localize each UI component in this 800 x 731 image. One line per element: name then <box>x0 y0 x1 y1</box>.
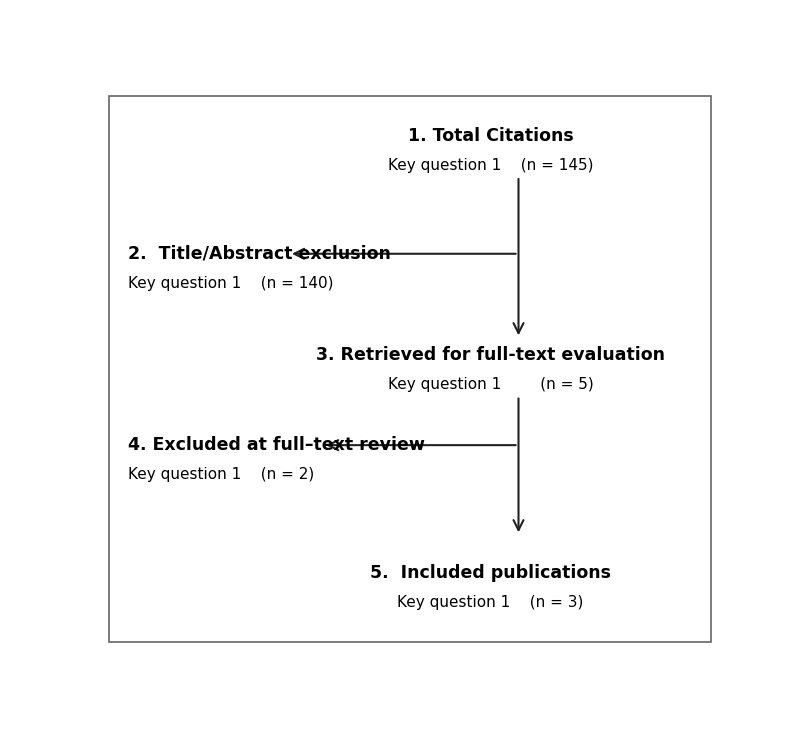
Text: Key question 1    (n = 2): Key question 1 (n = 2) <box>128 468 314 482</box>
Text: 3. Retrieved for full-text evaluation: 3. Retrieved for full-text evaluation <box>316 346 665 364</box>
Text: 2.  Title/Abstract exclusion: 2. Title/Abstract exclusion <box>128 245 390 262</box>
Text: Key question 1        (n = 5): Key question 1 (n = 5) <box>388 377 594 392</box>
Text: 1. Total Citations: 1. Total Citations <box>408 126 574 145</box>
Text: 4. Excluded at full–text review: 4. Excluded at full–text review <box>128 436 425 454</box>
Text: Key question 1    (n = 3): Key question 1 (n = 3) <box>398 595 584 610</box>
Text: Key question 1    (n = 145): Key question 1 (n = 145) <box>388 158 594 173</box>
Text: Key question 1    (n = 140): Key question 1 (n = 140) <box>128 276 334 291</box>
Text: 5.  Included publications: 5. Included publications <box>370 564 611 582</box>
